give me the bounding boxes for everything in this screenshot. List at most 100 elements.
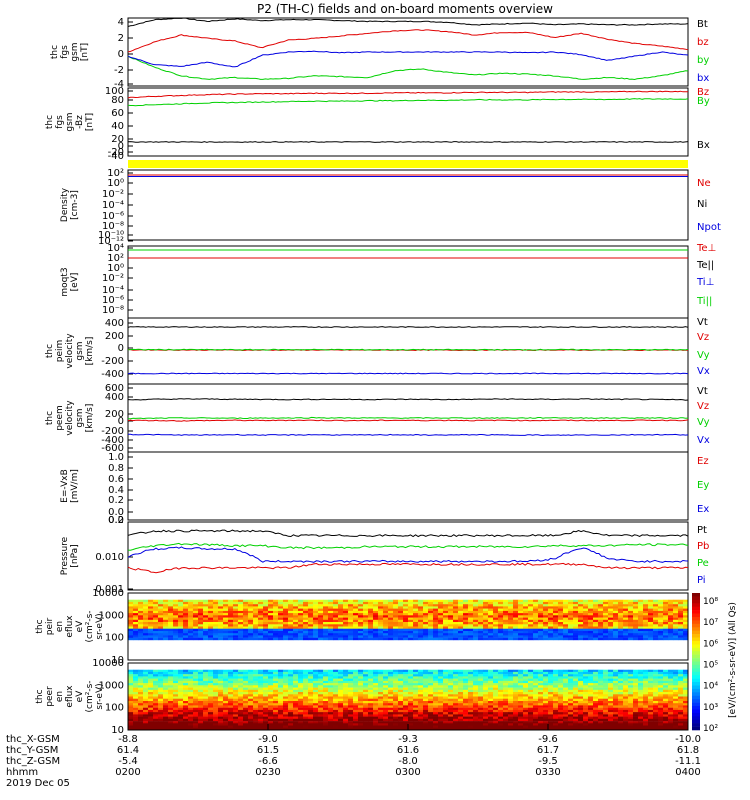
spectrogram-cell: [608, 698, 614, 702]
spectrogram-cell: [393, 599, 399, 603]
spectrogram-cell: [493, 725, 499, 728]
spectrogram-cell: [398, 599, 404, 603]
spectrogram-cell: [313, 701, 319, 704]
spectrogram-cell: [163, 608, 169, 612]
spectrogram-cell: [403, 696, 409, 699]
y-tick-label: 10⁻⁴: [102, 285, 124, 296]
spectrogram-cell: [408, 617, 414, 621]
spectrogram-cell: [263, 692, 269, 695]
spectrogram-cell: [623, 615, 629, 618]
spectrogram-cell: [323, 718, 329, 722]
spectrogram-cell: [623, 692, 629, 695]
spectrogram-cell: [528, 698, 534, 702]
spectrogram-cell: [598, 727, 604, 731]
spectrogram-cell: [198, 727, 204, 731]
spectrogram-cell: [568, 599, 574, 603]
spectrogram-cell: [173, 637, 179, 641]
spectrogram-cell: [198, 694, 204, 697]
legend-Pi: Pi: [697, 575, 706, 586]
spectrogram-cell: [233, 709, 239, 713]
spectrogram-cell: [398, 628, 404, 632]
spectrogram-cell: [373, 709, 379, 713]
spectrogram-cell: [593, 696, 599, 699]
spectrogram-cell: [218, 692, 224, 695]
spectrogram-cell: [443, 703, 449, 706]
spectrogram-cell: [318, 637, 324, 641]
spectrogram-cell: [293, 705, 299, 708]
spectrogram-cell: [283, 610, 289, 614]
spectrogram-cell: [358, 633, 364, 636]
spectrogram-cell: [238, 669, 244, 673]
spectrogram-cell: [608, 703, 614, 706]
spectrogram-cell: [443, 680, 449, 684]
spectrogram-cell: [623, 718, 629, 722]
spectrogram-cell: [223, 619, 229, 623]
spectrogram-cell: [533, 601, 539, 605]
spectrogram-cell: [218, 721, 224, 724]
spectrogram-cell: [303, 617, 309, 621]
y-tick-label: -600: [101, 443, 124, 454]
spectrogram-cell: [518, 622, 524, 625]
legend-Ne: Ne: [697, 178, 711, 189]
spectrogram-cell: [443, 669, 449, 673]
spectrogram-cell: [393, 628, 399, 632]
panel-density: 10²10⁰10⁻²10⁻⁴10⁻⁶10⁻⁸10⁻¹⁰10⁻¹²Density[…: [60, 168, 721, 247]
spectrogram-cell: [183, 692, 189, 695]
spectrogram-cell: [613, 683, 619, 686]
spectrogram-cell: [393, 624, 399, 627]
spectrogram-cell: [658, 613, 664, 616]
spectrogram-cell: [183, 707, 189, 711]
spectrogram-cell: [573, 716, 579, 720]
spectrogram-cell: [193, 714, 199, 717]
spectrogram-cell: [258, 613, 264, 616]
spectrogram-cell: [478, 599, 484, 603]
spectrogram-cell: [483, 617, 489, 621]
spectrogram-cell: [548, 694, 554, 697]
spectrogram-cell: [348, 613, 354, 616]
spectrogram-cell: [548, 626, 554, 629]
spectrogram-cell: [453, 689, 459, 693]
spectrogram-cell: [618, 669, 624, 673]
spectrogram-cell: [463, 669, 469, 673]
spectrogram-cell: [258, 707, 264, 711]
spectrogram-cell: [163, 676, 169, 679]
spectrogram-cell: [683, 615, 689, 618]
spectrogram-cell: [178, 698, 184, 702]
spectrogram-cell: [453, 617, 459, 621]
spectrogram-cell: [438, 671, 444, 675]
spectrogram-cell: [183, 624, 189, 627]
spectrogram-cell: [138, 712, 144, 715]
spectrogram-cell: [158, 669, 164, 673]
spectrogram-cell: [163, 685, 169, 688]
spectrogram-cell: [163, 687, 169, 691]
y-axis-label: gsm: [65, 112, 75, 131]
spectrogram-cell: [398, 709, 404, 713]
spectrogram-cell: [133, 687, 139, 691]
spectrogram-cell: [448, 705, 454, 708]
spectrogram-cell: [433, 608, 439, 612]
spectrogram-cell: [488, 714, 494, 717]
spectrogram-cell: [513, 698, 519, 702]
spectrogram-cell: [623, 678, 629, 682]
spectrogram-cell: [598, 701, 604, 704]
spectrogram-cell: [268, 599, 274, 603]
spectrogram-cell: [128, 696, 134, 699]
spectrogram-cell: [568, 680, 574, 684]
spectrogram-cell: [648, 599, 654, 603]
spectrogram-cell: [418, 698, 424, 702]
spectrogram-cell: [458, 705, 464, 708]
spectrogram-cell: [278, 705, 284, 708]
spectrogram-cell: [478, 671, 484, 675]
spectrogram-cell: [328, 694, 334, 697]
spectrogram-cell: [323, 626, 329, 629]
spectrogram-cell: [418, 637, 424, 641]
spectrogram-cell: [628, 692, 634, 695]
spectrogram-cell: [508, 718, 514, 722]
spectrogram-cell: [468, 696, 474, 699]
spectrogram-cell: [563, 606, 569, 609]
spectrogram-cell: [538, 606, 544, 609]
spectrogram-cell: [318, 707, 324, 711]
spectrogram-cell: [458, 714, 464, 717]
spectrogram-cell: [318, 671, 324, 675]
spectrogram-cell: [208, 628, 214, 632]
